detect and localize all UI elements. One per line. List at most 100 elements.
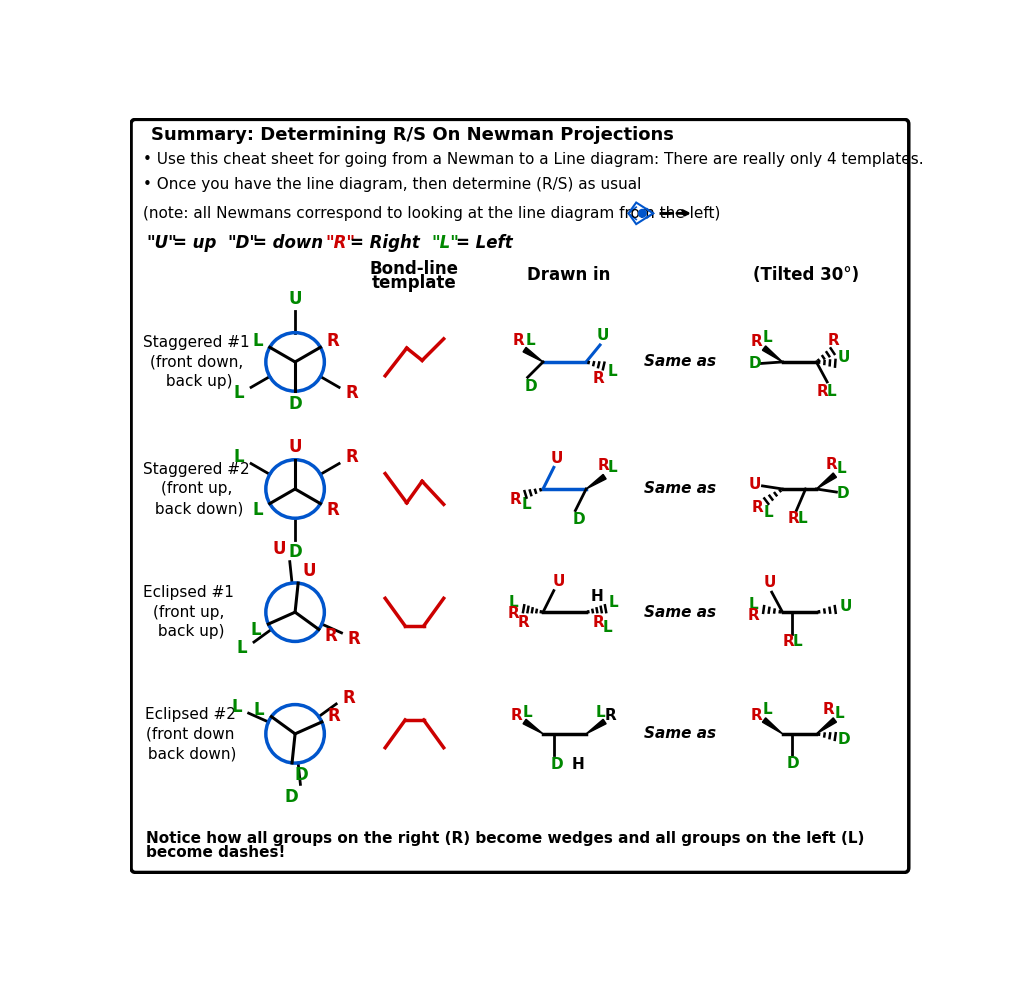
Text: L: L	[793, 634, 803, 649]
Text: D: D	[837, 486, 849, 501]
Text: D: D	[551, 757, 563, 772]
Text: = down: = down	[253, 234, 323, 251]
Text: L: L	[798, 511, 808, 525]
Text: R: R	[787, 511, 800, 525]
Text: Notice how all groups on the right (R) become wedges and all groups on the left : Notice how all groups on the right (R) b…	[146, 831, 865, 846]
Text: L: L	[602, 620, 613, 635]
Text: L: L	[251, 622, 261, 639]
Text: H: H	[590, 589, 604, 604]
Text: R: R	[509, 492, 521, 508]
Text: U: U	[597, 328, 610, 344]
Text: L: L	[254, 701, 264, 720]
Text: L: L	[827, 384, 836, 399]
Text: D: D	[838, 733, 850, 747]
Polygon shape	[817, 473, 836, 489]
Polygon shape	[523, 348, 543, 362]
Text: (note: all Newmans correspond to looking at the line diagram from the left): (note: all Newmans correspond to looking…	[143, 206, 720, 221]
Text: H: H	[572, 757, 585, 772]
Text: L: L	[608, 363, 617, 379]
Text: Staggered #2
(front up,
 back down): Staggered #2 (front up, back down)	[143, 462, 250, 517]
Polygon shape	[586, 719, 607, 734]
Text: U: U	[289, 438, 302, 457]
Text: "L": "L"	[432, 234, 459, 251]
Text: R: R	[326, 501, 339, 518]
Text: R: R	[826, 457, 837, 471]
Text: = Right: = Right	[350, 234, 420, 251]
Text: U: U	[302, 562, 316, 579]
Text: template: template	[372, 274, 457, 292]
Text: R: R	[345, 385, 358, 403]
Text: L: L	[595, 705, 605, 720]
Text: L: L	[521, 497, 531, 512]
Text: U: U	[838, 350, 850, 364]
Text: L: L	[609, 595, 619, 611]
Text: R: R	[752, 500, 764, 515]
Polygon shape	[817, 718, 836, 734]
Text: R: R	[517, 616, 529, 630]
Text: L: L	[749, 597, 758, 612]
Text: Eclipsed #1
(front up,
 back up): Eclipsed #1 (front up, back up)	[143, 585, 235, 639]
Polygon shape	[762, 346, 782, 362]
Text: D: D	[289, 395, 302, 412]
Text: L: L	[835, 706, 844, 722]
Text: R: R	[328, 707, 340, 725]
Text: L: L	[764, 505, 773, 519]
Text: Same as: Same as	[644, 605, 716, 620]
Text: Same as: Same as	[644, 481, 716, 497]
Text: D: D	[787, 755, 800, 771]
Text: Eclipsed #2
(front down
 back down): Eclipsed #2 (front down back down)	[143, 706, 237, 761]
Text: • Once you have the line diagram, then determine (R/S) as usual: • Once you have the line diagram, then d…	[143, 177, 642, 191]
Circle shape	[638, 209, 646, 217]
Text: U: U	[764, 575, 776, 590]
Text: L: L	[762, 702, 772, 717]
Text: "D": "D"	[228, 234, 258, 251]
Text: R: R	[326, 332, 339, 351]
Text: L: L	[234, 385, 244, 403]
Text: U: U	[553, 573, 565, 589]
Text: "R": "R"	[325, 234, 356, 251]
Text: D: D	[295, 766, 308, 785]
Text: U: U	[749, 477, 761, 492]
Text: L: L	[525, 333, 534, 348]
Text: = Left: = Left	[456, 234, 513, 251]
Text: L: L	[231, 698, 242, 716]
Text: R: R	[605, 708, 617, 723]
Text: L: L	[234, 449, 244, 466]
Text: Drawn in: Drawn in	[526, 266, 611, 284]
Text: Same as: Same as	[644, 727, 716, 741]
Text: U: U	[272, 540, 285, 559]
Text: R: R	[751, 335, 762, 350]
Text: R: R	[592, 371, 605, 386]
Text: "U": "U"	[146, 234, 177, 251]
Text: R: R	[823, 702, 834, 717]
Text: L: L	[252, 332, 263, 351]
Text: R: R	[511, 708, 522, 723]
Text: R: R	[325, 627, 337, 644]
Text: R: R	[508, 606, 519, 622]
Text: R: R	[592, 616, 605, 630]
Text: L: L	[762, 330, 772, 345]
Text: U: U	[839, 598, 851, 614]
Text: Summary: Determining R/S On Newman Projections: Summary: Determining R/S On Newman Proje…	[151, 126, 674, 143]
Text: R: R	[512, 333, 524, 348]
Text: Staggered #1
(front down,
 back up): Staggered #1 (front down, back up)	[143, 335, 250, 389]
Text: R: R	[817, 384, 828, 399]
Text: R: R	[827, 333, 839, 348]
Text: Bond-line: Bond-line	[370, 260, 459, 278]
Text: become dashes!: become dashes!	[146, 845, 285, 860]
Text: R: R	[342, 688, 355, 707]
Text: Same as: Same as	[644, 355, 716, 369]
Text: R: R	[597, 459, 609, 473]
Polygon shape	[762, 718, 782, 734]
Text: R: R	[751, 708, 762, 723]
Text: L: L	[608, 460, 617, 475]
Text: = up: = up	[173, 234, 216, 251]
Text: (Tilted 30°): (Tilted 30°)	[753, 266, 859, 284]
Polygon shape	[523, 719, 543, 734]
Polygon shape	[586, 474, 607, 489]
Text: L: L	[837, 462, 846, 476]
Text: D: D	[284, 788, 298, 805]
Text: R: R	[347, 630, 361, 648]
FancyBboxPatch shape	[131, 120, 908, 872]
Text: U: U	[551, 451, 563, 465]
